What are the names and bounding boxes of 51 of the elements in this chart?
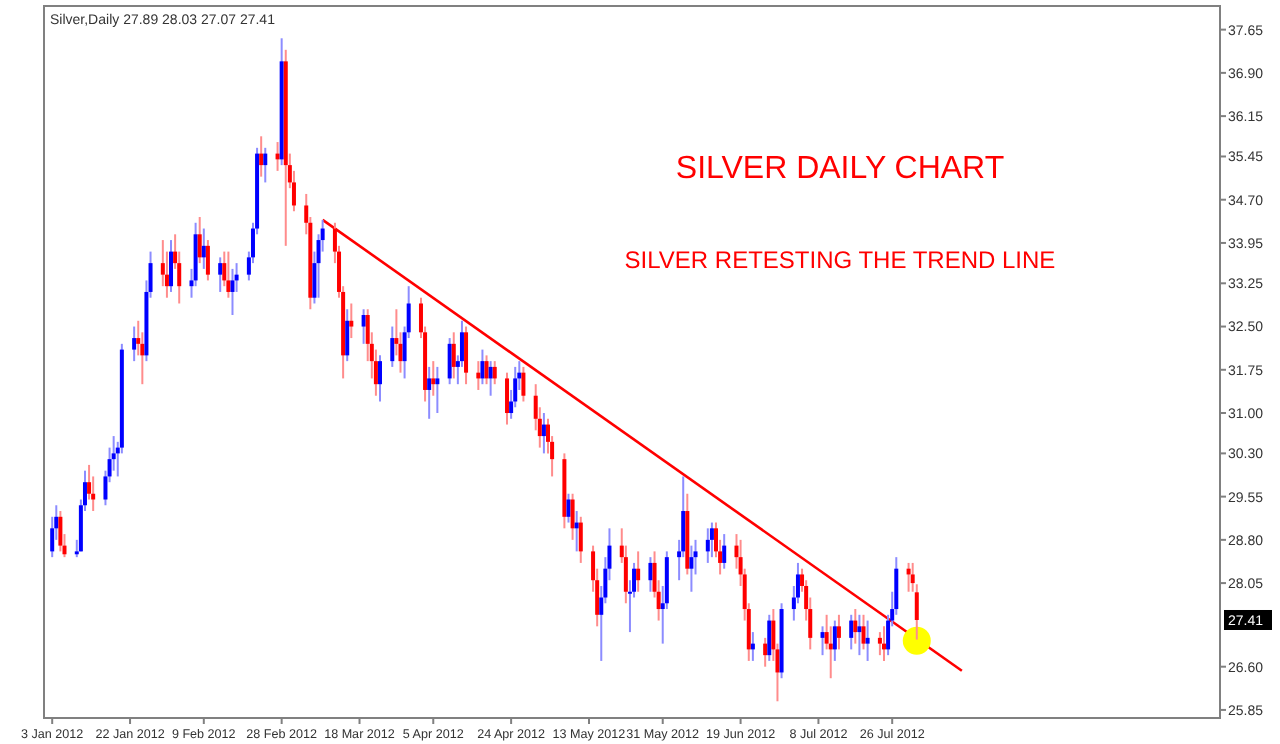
candlestick bbox=[447, 337, 452, 386]
candlestick bbox=[709, 521, 714, 559]
candlestick bbox=[820, 625, 825, 657]
candlestick bbox=[201, 227, 206, 270]
candlestick bbox=[492, 360, 497, 386]
candlestick bbox=[205, 239, 210, 282]
candlestick bbox=[488, 360, 493, 397]
candlestick bbox=[451, 331, 456, 380]
candlestick bbox=[361, 308, 366, 345]
candlestick bbox=[541, 412, 546, 455]
candlestick bbox=[480, 348, 485, 386]
candlestick bbox=[58, 510, 63, 553]
candlestick bbox=[218, 256, 223, 293]
candlestick bbox=[132, 325, 137, 363]
candlestick bbox=[390, 325, 395, 368]
candlestick bbox=[877, 631, 882, 657]
candlestick bbox=[521, 365, 526, 403]
candlestick bbox=[578, 515, 583, 564]
candlestick bbox=[431, 360, 436, 397]
candlestick bbox=[226, 250, 231, 299]
candlestick bbox=[689, 544, 694, 593]
candlestick bbox=[505, 371, 510, 426]
candlestick bbox=[636, 550, 641, 593]
candlestick bbox=[763, 636, 768, 668]
candlestick bbox=[853, 608, 858, 645]
candlestick bbox=[263, 146, 268, 184]
candlestick bbox=[349, 302, 354, 340]
candlestick bbox=[484, 354, 489, 386]
candlestick bbox=[722, 533, 727, 570]
candlestick bbox=[435, 365, 440, 415]
candlestick bbox=[197, 216, 202, 265]
candlestick bbox=[836, 613, 841, 651]
annotation: SILVER RETESTING THE TREND LINE bbox=[624, 246, 1056, 274]
candlestick bbox=[705, 527, 710, 564]
candlestick bbox=[230, 267, 235, 317]
candlestick bbox=[427, 365, 432, 420]
candlestick bbox=[648, 556, 653, 593]
candlestick bbox=[566, 492, 571, 524]
candlestick bbox=[169, 239, 174, 293]
candlestick bbox=[865, 619, 870, 662]
candlestick bbox=[464, 325, 469, 386]
candlestick bbox=[259, 135, 264, 178]
candlestick bbox=[857, 613, 862, 657]
candlestick bbox=[767, 613, 772, 662]
candlestick bbox=[570, 492, 575, 541]
candlestick bbox=[345, 308, 350, 363]
candlestick bbox=[832, 619, 837, 662]
candlestick bbox=[861, 613, 866, 651]
candlestick bbox=[378, 354, 382, 403]
annotation: SILVER DAILY CHART bbox=[675, 152, 1005, 186]
candlestick bbox=[849, 613, 854, 651]
